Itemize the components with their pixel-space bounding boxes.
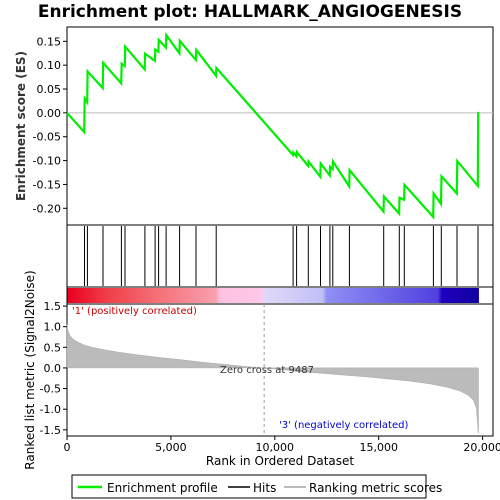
- es-plot-frame: [66, 26, 494, 226]
- legend-enrichment-label: Enrichment profile: [107, 481, 218, 495]
- metric-x-tick-label: 10,000: [256, 441, 295, 454]
- negative-annotation: '3' (negatively correlated): [279, 420, 408, 431]
- es-y-tick-label: 0.00: [37, 107, 62, 120]
- legend-metric-label: Ranking metric scores: [309, 481, 442, 495]
- hits-marks: [84, 226, 479, 286]
- es-y-axis-label: Enrichment score (ES): [14, 51, 28, 201]
- metric-x-tick-label: 15,000: [359, 441, 398, 454]
- metric-y-tick-label: 0.5: [44, 341, 62, 354]
- es-y-tick-label: 0.05: [37, 83, 62, 96]
- legend-hits-label: Hits: [253, 481, 276, 495]
- chart-title: Enrichment plot: HALLMARK_ANGIOGENESIS: [38, 2, 462, 22]
- metric-y-tick-label: -0.5: [40, 383, 61, 396]
- zero-cross-annotation: Zero cross at 9487: [220, 365, 314, 376]
- es-y-tick-label: 0.10: [37, 59, 62, 72]
- metric-y-axis: 1.5 1.0 0.5 0.0 -0.5 -1.0 -1.5: [40, 300, 67, 437]
- metric-y-tick-label: 1.5: [44, 300, 62, 313]
- es-y-axis: 0.15 0.10 0.05 0.00 -0.05 -0.10 -0.15 -0.20: [33, 35, 67, 215]
- metric-x-tick-label: 20,000: [463, 441, 500, 454]
- metric-y-tick-label: -1.0: [40, 403, 61, 416]
- metric-x-axis: 0 5,000 10,000 15,000 20,000: [64, 436, 500, 454]
- positive-annotation: '1' (positively correlated): [72, 306, 197, 317]
- metric-y-tick-label: 1.0: [44, 321, 62, 334]
- metric-y-tick-label: -1.5: [40, 424, 61, 437]
- metric-y-axis-label: Ranked list metric (Signal2Noise): [23, 270, 37, 469]
- legend: Enrichment profile Hits Ranking metric s…: [71, 474, 442, 499]
- ranked-heatbar: [67, 288, 479, 303]
- es-y-tick-label: -0.10: [33, 155, 61, 168]
- metric-x-tick-label: 5,000: [155, 441, 187, 454]
- enrichment-profile-line: [66, 31, 480, 220]
- hits-panel-frame: [66, 224, 494, 288]
- metric-x-axis-label: Rank in Ordered Dataset: [206, 454, 354, 468]
- metric-y-tick-label: 0.0: [44, 362, 62, 375]
- es-y-tick-label: -0.05: [33, 131, 61, 144]
- ranking-metric-area: [66, 324, 479, 434]
- es-y-tick-label: 0.15: [37, 35, 62, 48]
- es-y-tick-label: -0.20: [33, 202, 61, 215]
- es-y-tick-label: -0.15: [33, 178, 61, 191]
- metric-x-tick-label: 0: [64, 441, 71, 454]
- metric-plot-frame: [66, 303, 494, 437]
